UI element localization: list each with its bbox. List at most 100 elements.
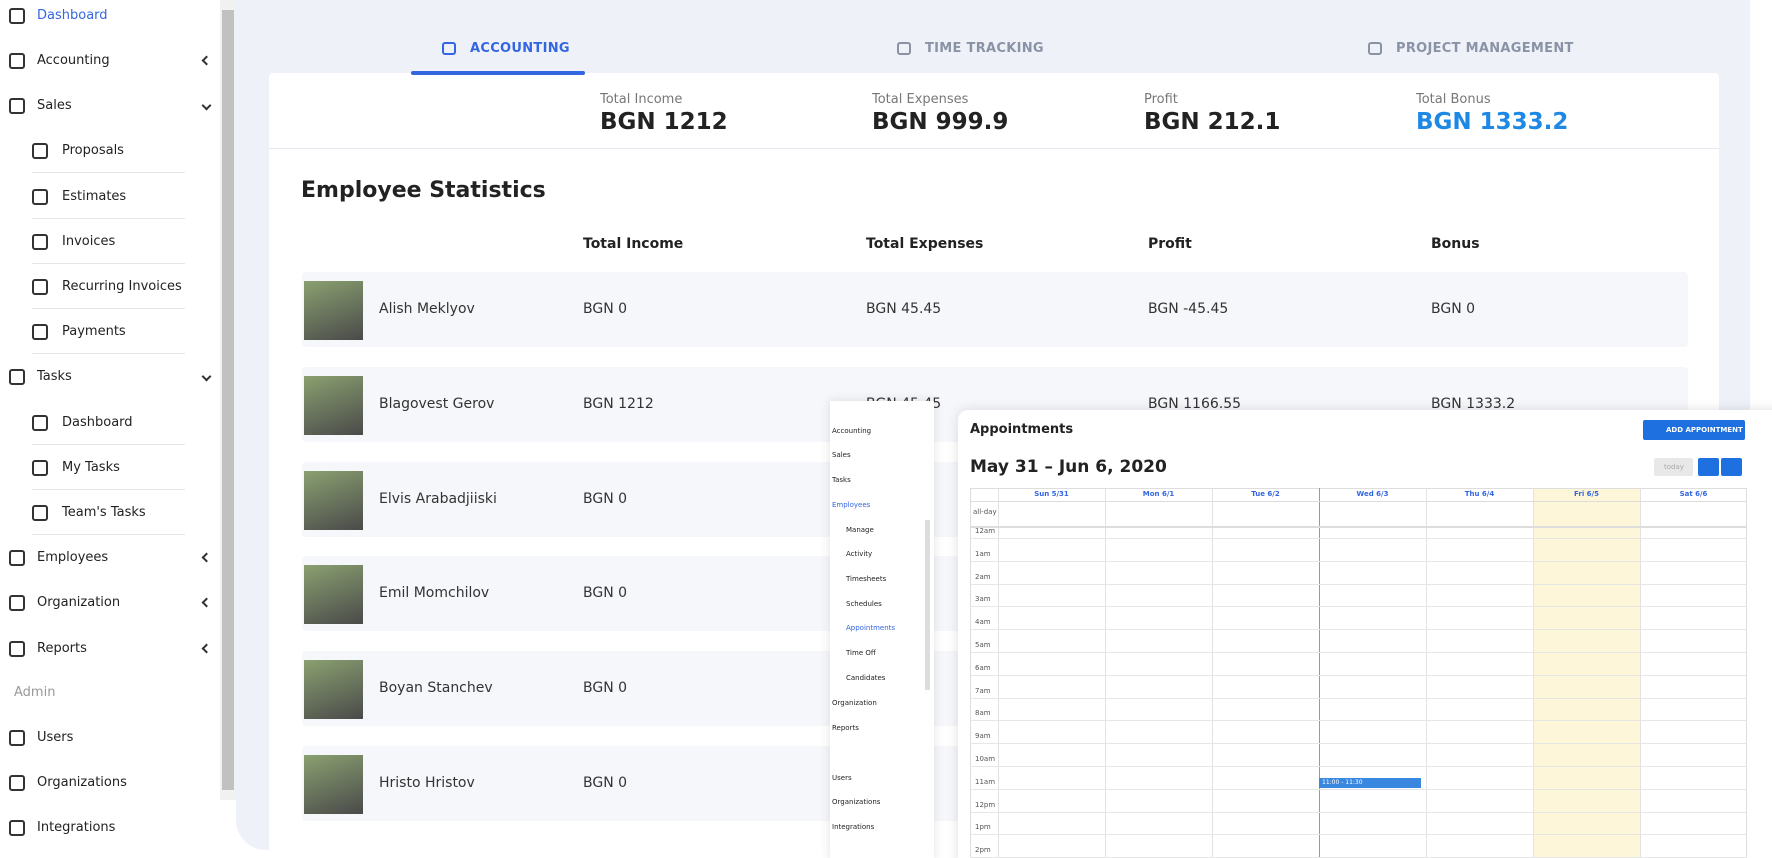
sidebar-item[interactable]: Invoices [62,233,116,249]
item-divider [32,262,185,264]
cell: BGN 45.45 [866,301,942,317]
hour-label: 4am [975,618,991,627]
item-divider [32,172,185,174]
hour-line [970,674,1747,676]
day-header: Sun 5/31 [1034,490,1069,498]
table-row [302,272,1688,347]
summary-label: Total Bonus [1416,92,1491,107]
cell: BGN 0 [583,301,628,317]
card-divider [269,148,1719,149]
sidebar-icon [9,53,25,70]
highlight-column [1533,488,1640,858]
hour-label: 12am [975,527,996,535]
sidebar-icon [9,775,25,792]
today-button[interactable] [1654,458,1693,476]
sidebar-item[interactable]: Tasks [37,369,72,385]
sidebar-icon [9,820,25,837]
sidebar-item[interactable]: Recurring Invoices [62,279,182,295]
sidebar-item[interactable]: Payments [62,324,126,340]
section-label: Admin [14,684,56,700]
tab[interactable]: PROJECT MANAGEMENT [1396,41,1574,56]
item-divider [32,217,185,219]
overlay-nav-item: Time Off [846,649,876,657]
overlay-nav-item: Employees [832,501,871,509]
day-header: Tue 6/2 [1251,490,1280,498]
all-day-label: all-day [973,508,997,516]
overlay-nav-item: Users [832,774,852,782]
overlay-nav-item: Organizations [832,798,881,806]
overlay-nav-item: Reports [832,724,859,732]
item-divider [32,534,185,536]
overlay-nav-item: Tasks [832,476,851,484]
sidebar-icon [9,595,25,612]
summary-label: Profit [1144,92,1178,107]
tab[interactable]: ACCOUNTING [470,41,570,56]
day-header: Mon 6/1 [1142,490,1175,498]
grid-frame [970,488,1747,858]
today-label[interactable]: today [1664,463,1684,471]
sidebar-item[interactable]: Dashboard [37,7,108,23]
nav-button[interactable] [1721,458,1742,476]
hour-label: 1am [975,549,991,558]
sidebar-item[interactable]: Organizations [37,775,127,791]
section-title: Employee Statistics [301,178,546,203]
add-button-label[interactable]: ADD APPOINTMENT [1666,426,1743,434]
sidebar-icon [32,188,48,205]
sidebar-item[interactable]: Dashboard [62,414,133,430]
nav-button[interactable] [1698,458,1719,476]
sidebar-icon [9,729,25,746]
cell: BGN 0 [583,775,628,791]
header-line [970,501,1747,502]
column-header: Total Income [583,236,684,252]
sidebar-item[interactable]: Integrations [37,820,116,836]
sidebar-item[interactable]: Users [37,729,74,745]
add-button[interactable] [1643,420,1745,440]
sidebar-item[interactable]: Sales [37,98,72,114]
hour-label: 2pm [975,846,991,855]
avatar [304,565,363,624]
sidebar-item[interactable]: Accounting [37,53,110,69]
sidebar-item[interactable]: Proposals [62,143,124,159]
day-line [1212,488,1213,858]
avatar [304,660,363,719]
sidebar-item[interactable]: Estimates [62,188,127,204]
sidebar-item[interactable]: My Tasks [62,459,120,475]
cell: BGN 0 [583,680,628,696]
day-line [998,488,999,858]
overlay-nav-item: Activity [846,550,873,558]
sidebar-icon [32,233,48,250]
overlay-sidebar [830,401,934,858]
cell: BGN -45.45 [1148,301,1229,317]
date-range: May 31 – Jun 6, 2020 [970,457,1167,477]
tab[interactable]: TIME TRACKING [925,41,1044,56]
column-header: Profit [1148,236,1192,252]
summary-label: Total Expenses [872,92,969,107]
sidebar-icon [32,459,48,476]
overlay-nav-item: Integrations [832,823,875,831]
cell: BGN 0 [583,491,628,507]
chevron [201,371,212,382]
overlay-scrollbar [925,520,930,690]
sidebar-item[interactable]: Reports [37,640,87,656]
sidebar-icon [9,7,25,24]
hour-line [970,629,1747,631]
employee-name: Elvis Arabadjiiski [379,491,497,507]
column-header: Total Expenses [866,236,984,252]
cell: BGN 1333.2 [1431,396,1516,412]
hour-line [970,538,1747,539]
event-label[interactable]: 11:00 - 11:30 [1322,779,1363,786]
avatar [304,755,363,814]
chevron [201,643,212,654]
overlay-nav-item: Sales [832,451,851,459]
hour-line [970,720,1747,722]
sidebar-item[interactable]: Organization [37,595,121,611]
sidebar-item[interactable]: Team's Tasks [62,505,146,521]
hour-label: 2am [975,572,991,581]
hour-label: 6am [975,663,991,672]
day-line [1426,488,1427,858]
sidebar-item[interactable]: Employees [37,550,109,566]
avatar [304,376,363,435]
chevron [201,597,212,608]
item-divider [32,443,185,445]
overlay-nav-item: Organization [832,699,877,707]
